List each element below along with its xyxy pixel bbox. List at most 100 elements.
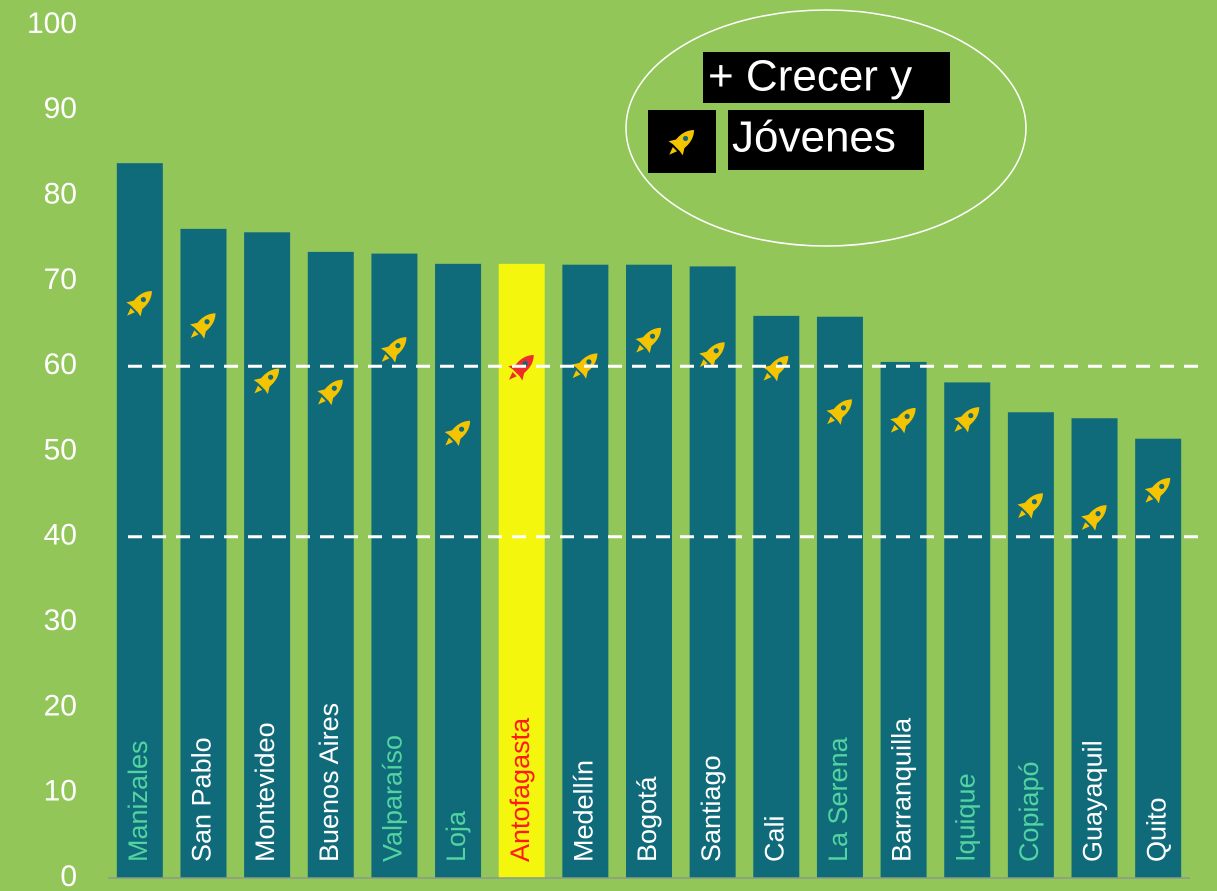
- rocket-body: [830, 399, 852, 421]
- y-tick-label: 0: [60, 860, 77, 891]
- rocket-marker: [1081, 505, 1107, 531]
- rocket-flame: [1018, 510, 1026, 518]
- x-tick-label: La Serena: [823, 736, 853, 862]
- rocket-body: [448, 420, 471, 442]
- rocket-marker: [699, 342, 725, 368]
- y-tick-label: 50: [44, 433, 77, 466]
- x-tick-label: Loja: [441, 810, 471, 862]
- rocket-body: [1021, 493, 1043, 515]
- rocket-flame: [669, 146, 678, 155]
- rocket-body: [321, 379, 343, 401]
- rocket-window: [968, 412, 974, 419]
- x-tick-label: San Pablo: [187, 737, 217, 862]
- rocket-flame: [954, 424, 963, 432]
- rocket-flame: [1145, 494, 1154, 503]
- x-tick-label: Manizales: [123, 740, 153, 862]
- bar: [1007, 412, 1054, 878]
- x-tick-label: Buenos Aires: [314, 703, 344, 862]
- x-tick-label: Medellín: [568, 760, 598, 862]
- bar: [435, 263, 482, 879]
- rocket-flame: [1081, 522, 1090, 530]
- rocket-window: [682, 135, 689, 142]
- x-tick-label: Valparaíso: [378, 735, 408, 862]
- bar: [116, 163, 163, 878]
- rocket-window: [204, 319, 210, 325]
- bar: [244, 232, 291, 879]
- rocket-body: [257, 368, 280, 390]
- rocket-fin: [668, 139, 685, 156]
- rocket-window: [904, 413, 910, 420]
- rocket-flame: [445, 437, 454, 446]
- rocket-body: [703, 342, 725, 364]
- rocket-body: [130, 291, 152, 313]
- rocket-fin: [635, 336, 652, 354]
- x-tick-label: Guayaquil: [1078, 740, 1108, 862]
- rocket-fin: [762, 365, 780, 382]
- rocket-body: [576, 353, 598, 375]
- rocket-marker: [571, 353, 598, 379]
- rocket-window: [395, 343, 401, 349]
- rocket-marker: [444, 420, 471, 447]
- rocket-marker: [826, 399, 852, 425]
- rocket-marker: [190, 313, 216, 339]
- x-tick-label: Bogotá: [632, 775, 662, 862]
- bar: [1135, 438, 1182, 878]
- rocket-fin: [508, 364, 525, 381]
- rocket-body: [385, 337, 407, 359]
- rocket-fin: [380, 346, 398, 363]
- y-tick-label: 20: [44, 689, 77, 722]
- rocket-marker: [380, 337, 407, 363]
- rocket-flame: [699, 359, 708, 367]
- rocket-body: [639, 327, 662, 349]
- rocket-fin: [317, 388, 334, 406]
- rocket-fin: [571, 362, 589, 379]
- rocket-window: [713, 348, 719, 354]
- x-tick-label: Barranquilla: [887, 717, 917, 862]
- x-tick-label: Quito: [1141, 797, 1171, 862]
- rocket-flame: [636, 344, 645, 353]
- rocket-flame: [254, 385, 263, 394]
- rocket-fin: [190, 322, 207, 339]
- legend-title: + Crecer y: [708, 52, 912, 101]
- rocket-window: [649, 333, 656, 339]
- rocket-flame: [318, 396, 326, 405]
- rocket-fin: [444, 429, 461, 447]
- rocket-window: [331, 385, 337, 391]
- rocket-fin: [699, 351, 716, 368]
- rocket-flame: [190, 330, 199, 338]
- rocket-body: [1148, 477, 1171, 500]
- rocket-fin: [1017, 502, 1034, 519]
- rocket-flame: [572, 370, 581, 379]
- rocket-body: [958, 407, 980, 429]
- rocket-window: [458, 426, 465, 432]
- rocket-marker: [890, 407, 916, 434]
- rocket-marker: [635, 327, 662, 354]
- bar: [944, 382, 991, 878]
- x-tick-label: Iquique: [950, 773, 980, 862]
- bar: [880, 361, 927, 878]
- legend-bg: [728, 110, 924, 170]
- rocket-marker: [126, 291, 152, 317]
- legend-frame: [625, 9, 1027, 247]
- rocket-window: [840, 405, 847, 411]
- rocket-marker: [1017, 493, 1043, 519]
- y-tick-label: 70: [44, 263, 77, 296]
- rocket-fin: [1144, 487, 1162, 504]
- rocket-flame: [763, 372, 772, 381]
- rocket-fin: [1081, 514, 1098, 531]
- x-tick-label: Santiago: [696, 755, 726, 862]
- rocket-marker: [953, 407, 980, 433]
- rocket-marker: [1144, 477, 1171, 504]
- bar: [753, 315, 800, 878]
- legend-icon: [668, 129, 695, 156]
- rocket-body: [1085, 505, 1107, 527]
- rocket-window: [1095, 511, 1101, 517]
- rocket-flame: [381, 354, 390, 362]
- bar: [1071, 418, 1118, 878]
- y-tick-label: 100: [27, 7, 77, 40]
- rocket-window: [268, 374, 274, 380]
- bar: [307, 251, 354, 878]
- rocket-window: [1031, 499, 1038, 505]
- legend-label: Jóvenes: [732, 113, 896, 162]
